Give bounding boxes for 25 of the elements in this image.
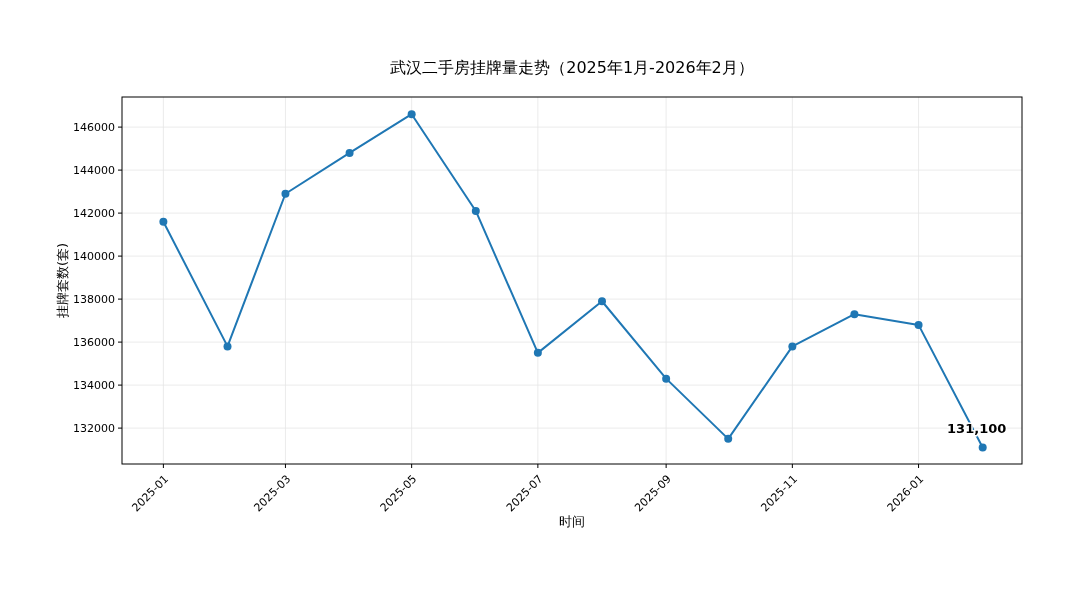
point: [724, 434, 733, 443]
point: [978, 443, 987, 452]
point: [662, 374, 671, 383]
chart-title: 武汉二手房挂牌量走势（2025年1月-2026年2月）: [390, 58, 754, 77]
point: [281, 189, 290, 198]
point: [850, 310, 859, 319]
y-tick-label: 140000: [73, 250, 115, 264]
y-tick-label: 142000: [73, 207, 115, 221]
y-tick-label: 138000: [73, 293, 115, 307]
point: [471, 206, 480, 215]
point: [407, 110, 416, 119]
point: [788, 342, 797, 351]
point: [345, 148, 354, 157]
y-axis-title: 挂牌套数(套): [55, 242, 70, 319]
y-tick-label: 132000: [73, 422, 115, 436]
point: [159, 217, 168, 226]
y-tick-label: 146000: [73, 121, 115, 135]
x-axis-title: 时间: [559, 514, 585, 529]
point: [914, 320, 923, 329]
point: [533, 348, 542, 357]
y-tick-label: 134000: [73, 379, 115, 393]
y-tick-label: 144000: [73, 164, 115, 178]
y-tick-label: 136000: [73, 336, 115, 350]
point: [223, 342, 232, 351]
point: [598, 297, 606, 306]
